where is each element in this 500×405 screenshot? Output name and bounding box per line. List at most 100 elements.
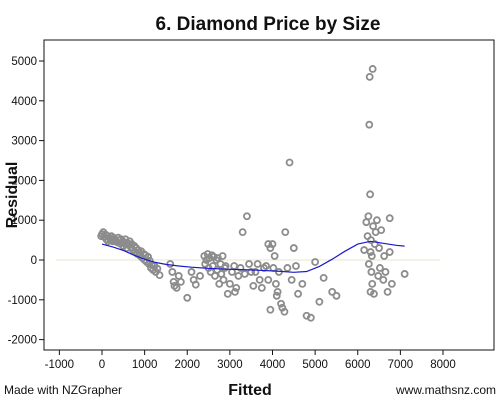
data-point	[187, 268, 196, 276]
data-point	[366, 248, 375, 256]
data-point	[273, 287, 282, 296]
y-tick-label: 3000	[11, 136, 37, 148]
data-point	[218, 252, 227, 260]
y-tick-label: 5000	[11, 56, 37, 68]
data-point	[368, 279, 377, 288]
smoother-layer	[101, 240, 405, 273]
data-point	[387, 279, 396, 288]
data-point	[383, 287, 392, 296]
data-point	[283, 264, 292, 272]
y-tick-label: -1000	[8, 295, 37, 307]
data-point	[223, 289, 232, 298]
x-tick-label: 4000	[260, 359, 286, 371]
data-point	[292, 262, 300, 270]
data-point	[315, 297, 324, 306]
data-point	[262, 262, 271, 270]
data-point	[370, 289, 378, 298]
data-point	[270, 252, 279, 260]
data-point	[268, 240, 277, 248]
y-axis-label: Residual	[4, 162, 21, 229]
data-point	[376, 264, 384, 272]
data-point	[332, 291, 341, 300]
data-point	[277, 299, 285, 308]
data-point	[234, 272, 243, 280]
data-point	[367, 252, 376, 260]
data-point	[203, 250, 212, 258]
data-point	[287, 275, 296, 284]
footer-credit: Made with NZGrapher	[4, 383, 122, 397]
chart-title: 6. Diamond Price by Size	[156, 14, 381, 35]
data-point	[319, 274, 328, 282]
data-point	[367, 268, 376, 276]
data-point	[328, 287, 337, 296]
data-point	[166, 260, 175, 268]
data-point	[245, 260, 253, 268]
data-point	[364, 212, 373, 221]
x-tick-label: 7000	[388, 359, 414, 371]
x-axis-label: Fitted	[228, 382, 272, 399]
x-tick-label: 1000	[132, 359, 158, 371]
axis-ticks: -1000 0 1000 2000 3000 4000 5000 6000 7000 8000 -2…	[8, 56, 456, 371]
data-point	[172, 283, 181, 292]
x-tick-label: 2000	[174, 359, 200, 371]
data-point	[294, 289, 302, 298]
data-point	[280, 307, 289, 316]
data-point	[368, 65, 377, 73]
data-point	[269, 264, 278, 272]
y-tick-label: -2000	[8, 335, 37, 347]
data-point	[169, 277, 178, 286]
x-tick-label: 3000	[217, 359, 243, 371]
data-point	[231, 287, 239, 296]
data-point	[264, 275, 273, 284]
data-point	[285, 158, 294, 167]
data-point	[365, 73, 374, 81]
data-point	[298, 279, 307, 288]
data-point	[373, 216, 381, 225]
data-point	[247, 268, 256, 276]
y-tick-label: 2000	[11, 175, 37, 187]
footer-website: www.mathsnz.com	[395, 383, 496, 397]
data-point	[191, 280, 200, 289]
data-point	[225, 279, 234, 288]
data-point	[236, 264, 245, 272]
data-point	[366, 190, 375, 199]
data-point	[380, 252, 389, 260]
data-point	[196, 272, 204, 280]
x-tick-label: 0	[99, 359, 105, 371]
data-point	[306, 313, 315, 322]
data-points	[97, 65, 409, 322]
data-point	[243, 212, 251, 221]
data-point	[168, 268, 177, 276]
data-point	[255, 275, 264, 284]
data-point	[251, 268, 260, 276]
x-tick-label: 8000	[430, 359, 456, 371]
data-point	[360, 246, 369, 254]
data-point	[213, 266, 221, 274]
y-tick-label: 4000	[11, 96, 37, 108]
data-point	[253, 260, 262, 268]
data-point	[385, 248, 394, 256]
data-point	[249, 281, 258, 290]
data-point	[257, 283, 266, 292]
x-tick-label: 6000	[345, 359, 371, 371]
data-point	[153, 264, 162, 273]
data-point	[281, 228, 290, 237]
data-point	[176, 277, 185, 286]
data-point	[240, 270, 249, 278]
data-point	[400, 270, 409, 278]
data-point	[238, 228, 247, 237]
data-point	[232, 283, 241, 292]
data-point	[219, 275, 228, 284]
data-point	[266, 305, 275, 314]
data-point	[381, 268, 390, 276]
data-point	[375, 244, 383, 252]
smoother-line	[101, 240, 405, 273]
data-point	[367, 236, 375, 245]
data-point	[208, 251, 216, 260]
plot-frame	[43, 39, 495, 351]
data-point	[365, 120, 374, 129]
data-point	[215, 279, 224, 288]
data-point	[183, 293, 192, 302]
data-point	[272, 291, 281, 300]
data-point	[374, 272, 383, 280]
